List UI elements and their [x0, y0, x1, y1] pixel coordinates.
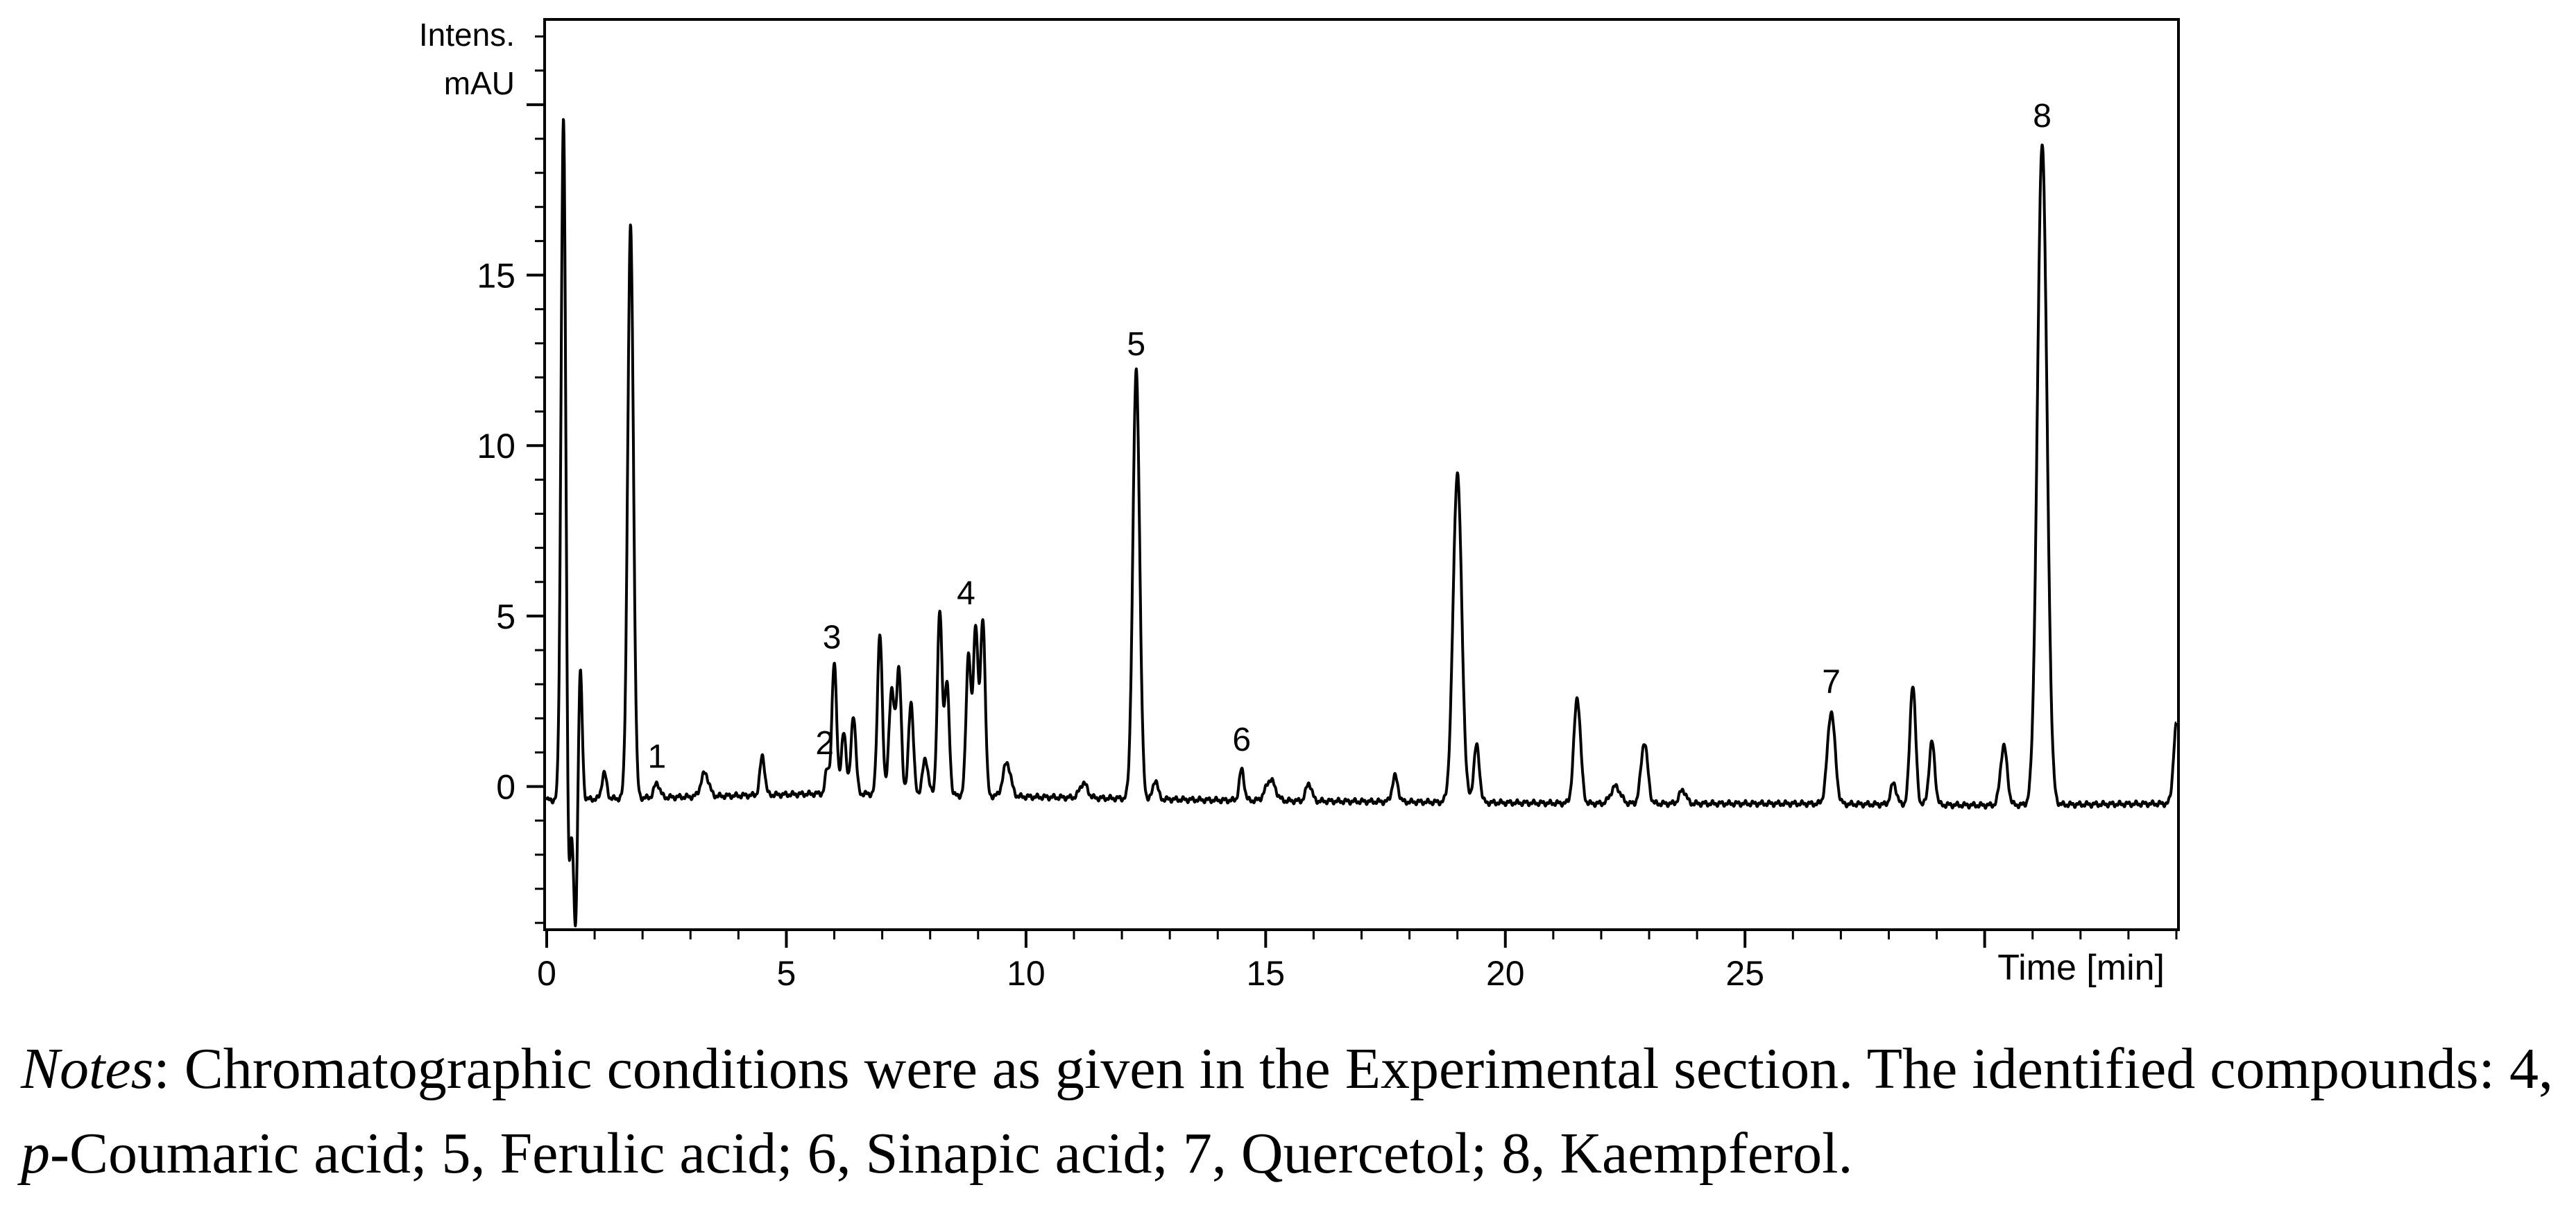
chromatogram-trace	[545, 118, 2178, 928]
peak-label-2: 2	[815, 725, 834, 762]
y-tick-label: 10	[477, 427, 515, 466]
plot-frame	[543, 18, 2180, 931]
x-axis-label: Time [min]	[1997, 948, 2165, 988]
peak-label-1: 1	[648, 739, 667, 776]
peak-label-3: 3	[823, 620, 842, 656]
y-tick-label: 5	[496, 597, 515, 636]
y-axis-label-line2: mAU	[444, 65, 515, 101]
peak-labels: 1 2 3 4 5 6 7 8	[648, 98, 2052, 776]
notes-p-italic: p	[21, 1120, 50, 1186]
peak-label-5: 5	[1127, 326, 1145, 363]
y-tick-label: 15	[477, 257, 515, 296]
x-tick-label: 25	[1725, 954, 1764, 993]
x-axis-ticks: 0 5 10 15 20 25	[537, 930, 1986, 993]
x-tick-label: 10	[1007, 954, 1046, 993]
peak-label-8: 8	[2033, 98, 2052, 135]
y-axis-label-line1: Intens.	[419, 17, 515, 53]
y-axis-ticks: 0 5 10 15	[477, 103, 545, 807]
y-tick-label: 0	[496, 768, 515, 807]
x-minor-ticks	[593, 930, 2178, 939]
y-minor-ticks	[535, 35, 545, 924]
x-tick-label: 0	[537, 954, 556, 993]
notes-label: Notes	[21, 1037, 154, 1101]
peak-label-6: 6	[1232, 722, 1251, 758]
figure-notes: Notes: Chromatographic conditions were a…	[21, 1027, 2553, 1196]
x-tick-label: 15	[1247, 954, 1286, 993]
peak-label-7: 7	[1822, 664, 1841, 701]
x-tick-label: 20	[1486, 954, 1525, 993]
peak-label-4: 4	[957, 575, 975, 612]
notes-text-after: -Coumaric acid; 5, Ferulic acid; 6, Sina…	[50, 1120, 1853, 1186]
notes-text-before: : Chromatographic conditions were as giv…	[153, 1037, 2553, 1101]
x-tick-label: 5	[777, 954, 796, 993]
